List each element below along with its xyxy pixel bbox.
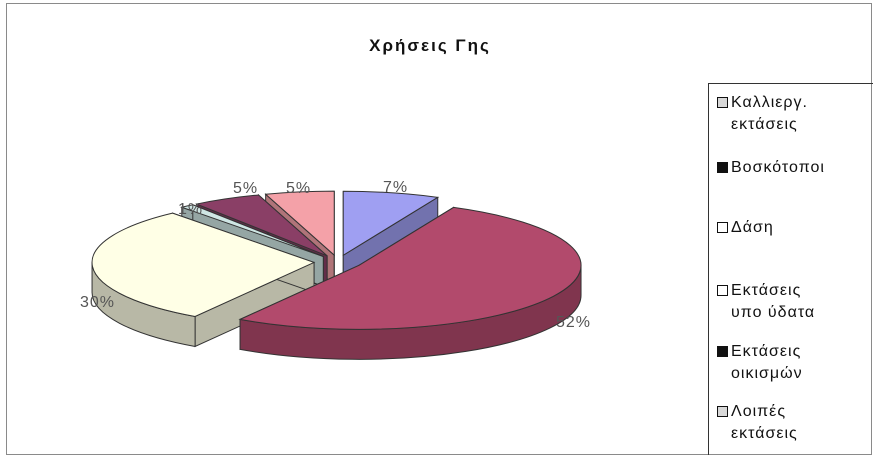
- legend-item-ydata: Εκτάσεις υπο ύδατα: [717, 280, 871, 324]
- slice-label-oikismoi: 5%: [233, 180, 259, 197]
- legend-item-loipes: Λοιπές εκτάσεις: [717, 401, 871, 445]
- legend-swatch: [717, 406, 728, 417]
- legend-item-oikismoi: Εκτάσεις οικισμών: [717, 341, 871, 385]
- pie-slice-1: [238, 206, 582, 360]
- pie-slice-top: [238, 206, 582, 330]
- pie-slice-top: [194, 194, 328, 257]
- chart-legend: Καλλιεργ. εκτάσεις Βοσκότοποι Δάση Εκτάσ…: [708, 83, 873, 455]
- legend-label: Βοσκότοποι: [731, 159, 825, 176]
- legend-swatch: [717, 222, 728, 233]
- slice-label-voskotopoi: 52%: [556, 314, 592, 331]
- pie-slice-top: [264, 190, 335, 257]
- legend-swatch: [717, 162, 728, 173]
- slice-label-dasi: 30%: [80, 294, 116, 311]
- legend-swatch: [717, 346, 728, 357]
- chart-title: Χρήσεις Γης: [369, 36, 491, 55]
- legend-label: Καλλιεργ. εκτάσεις: [731, 94, 808, 133]
- slice-label-ydata: 1%: [178, 201, 204, 218]
- legend-label: Λοιπές εκτάσεις: [731, 403, 798, 442]
- legend-swatch: [717, 285, 728, 296]
- slice-label-kalliergeies: 7%: [383, 179, 409, 196]
- pie-slice-2: [91, 212, 316, 348]
- legend-item-dasi: Δάση: [717, 217, 871, 239]
- pie-slice-top: [91, 212, 316, 317]
- legend-label: Δάση: [731, 219, 774, 236]
- legend-item-voskotopoi: Βοσκότοποι: [717, 157, 871, 179]
- chart-frame: [6, 3, 872, 455]
- legend-item-kalliergeies: Καλλιεργ. εκτάσεις: [717, 92, 871, 136]
- legend-swatch: [717, 97, 728, 108]
- pie-slice-top: [180, 204, 324, 258]
- legend-label: Εκτάσεις υπο ύδατα: [731, 282, 816, 321]
- legend-label: Εκτάσεις οικισμών: [731, 343, 803, 382]
- pie-slice-top: [342, 190, 440, 257]
- slice-label-loipes: 5%: [286, 180, 312, 197]
